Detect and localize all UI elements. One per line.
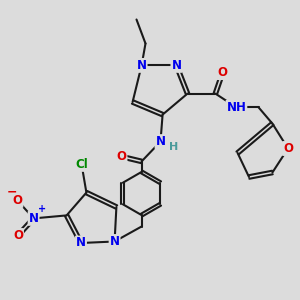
Text: +: + xyxy=(38,204,46,214)
Text: N: N xyxy=(171,59,182,72)
Text: H: H xyxy=(169,142,178,152)
Text: N: N xyxy=(110,235,120,248)
Text: O: O xyxy=(13,229,23,242)
Text: O: O xyxy=(12,194,22,207)
Text: N: N xyxy=(76,236,86,250)
Text: N: N xyxy=(155,135,166,148)
Text: Cl: Cl xyxy=(75,158,88,171)
Text: NH: NH xyxy=(226,101,246,114)
Text: N: N xyxy=(28,212,39,225)
Text: O: O xyxy=(218,66,228,79)
Text: O: O xyxy=(283,142,293,155)
Text: −: − xyxy=(7,185,17,198)
Text: N: N xyxy=(136,59,147,72)
Text: O: O xyxy=(116,150,127,163)
